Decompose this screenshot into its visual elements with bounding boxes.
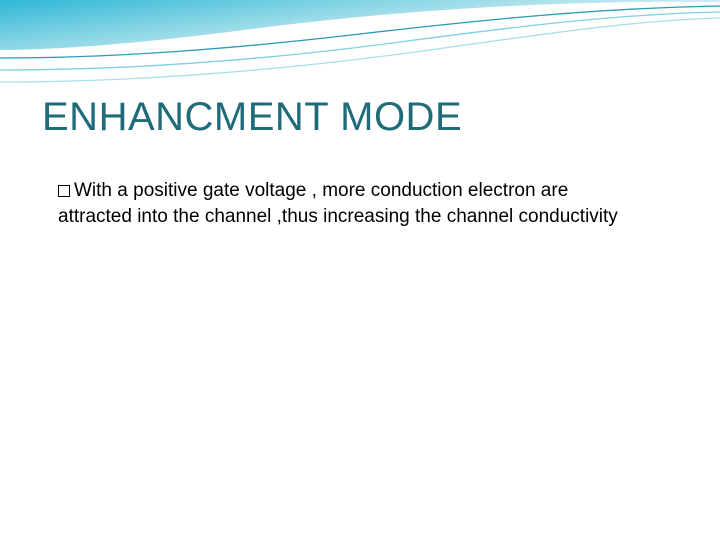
decorative-wave bbox=[0, 0, 720, 100]
wave-fill bbox=[0, 0, 720, 50]
wave-svg bbox=[0, 0, 720, 100]
bullet-square-icon bbox=[58, 185, 70, 197]
slide-body: With a positive gate voltage , more cond… bbox=[58, 178, 618, 229]
slide-title: ENHANCMENT MODE bbox=[42, 95, 462, 140]
bullet-text: With a positive gate voltage , more cond… bbox=[58, 180, 618, 227]
